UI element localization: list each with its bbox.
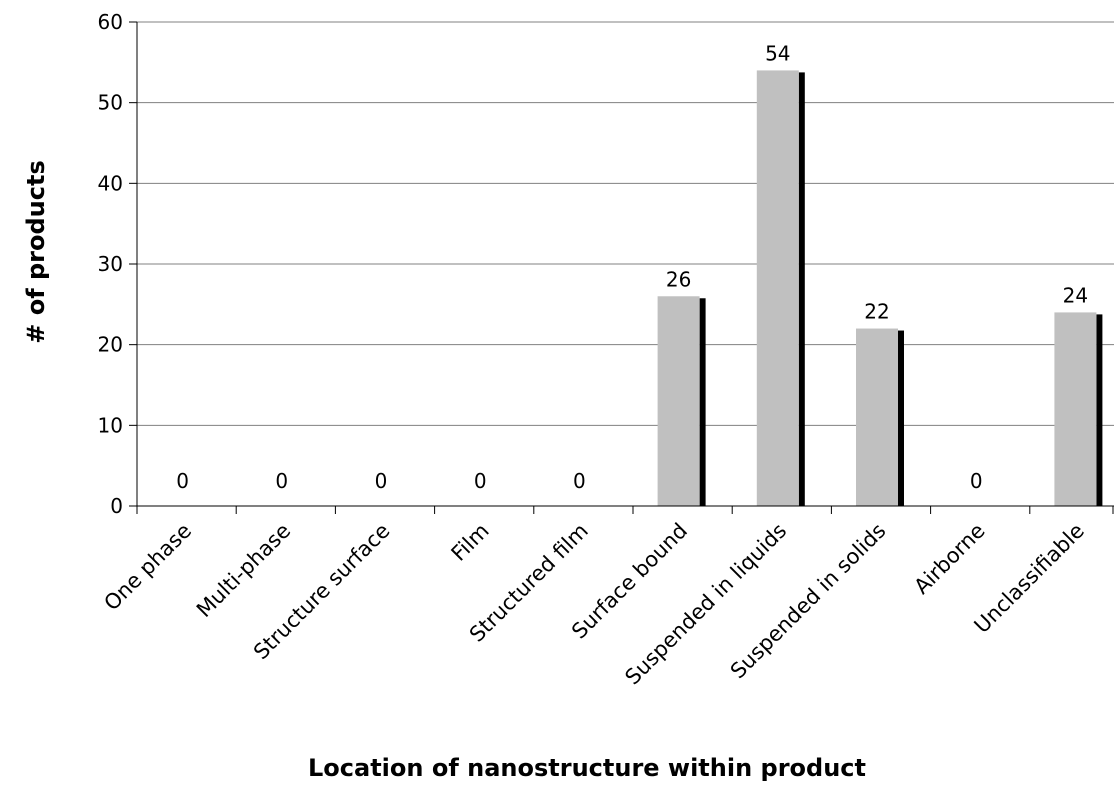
bars [657, 70, 1103, 507]
data-label: 22 [864, 300, 889, 324]
y-tick-label: 40 [98, 171, 123, 195]
bar-shadow [1096, 314, 1103, 506]
bar [1054, 312, 1097, 506]
data-label: 0 [970, 469, 983, 493]
data-label: 0 [474, 469, 487, 493]
bar-shadow [699, 298, 706, 506]
y-tick-label: 10 [98, 413, 123, 437]
y-axis-title: # of products [22, 160, 50, 344]
gridlines [137, 21, 1114, 426]
x-tick-label: One phase [99, 519, 196, 616]
x-tick-label: Multi-phase [192, 519, 295, 622]
y-tick-label: 20 [98, 333, 123, 357]
x-axis-title: Location of nanostructure within product [308, 754, 866, 782]
x-tick-label: Airborne [909, 519, 989, 599]
data-label: 54 [765, 41, 790, 65]
data-label: 0 [375, 469, 388, 493]
data-label: 24 [1063, 283, 1088, 307]
bar-shadow [798, 72, 805, 507]
y-tick-label: 30 [98, 252, 123, 276]
y-tick-label: 50 [98, 91, 123, 115]
data-label: 26 [666, 267, 691, 291]
bar-shadow [898, 330, 904, 506]
bar [657, 296, 700, 506]
axes [129, 21, 1114, 514]
x-tick-label: Film [447, 519, 494, 566]
bar [756, 70, 799, 507]
y-tick-label: 0 [110, 494, 123, 518]
bar [856, 328, 898, 506]
y-tick-label: 60 [98, 10, 123, 34]
data-label: 0 [573, 469, 586, 493]
x-tick-label: Suspended in liquids [620, 519, 791, 690]
data-label: 0 [275, 469, 288, 493]
data-label: 0 [176, 469, 189, 493]
